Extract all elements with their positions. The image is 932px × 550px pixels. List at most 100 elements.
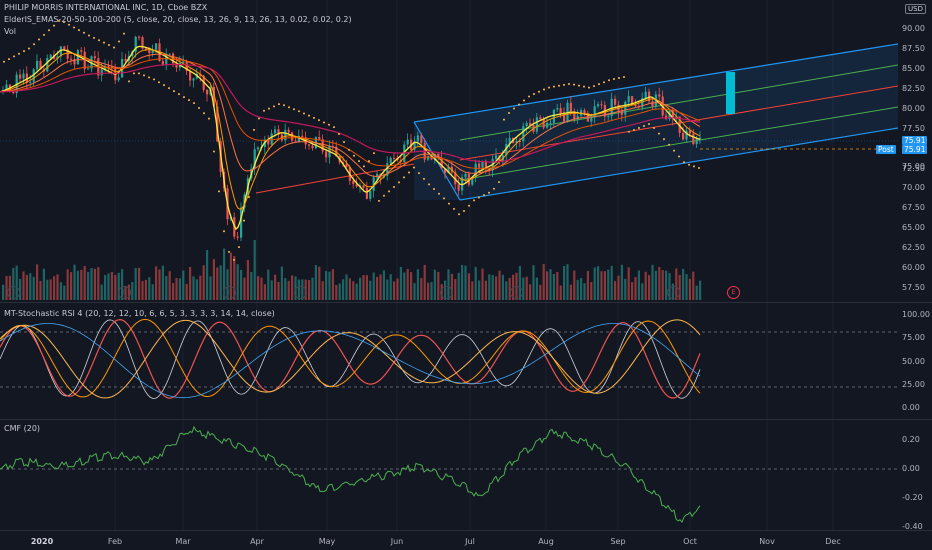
volume-bar <box>331 269 334 300</box>
chart-title[interactable]: PHILIP MORRIS INTERNATIONAL INC, 1D, Cbo… <box>4 3 208 12</box>
earnings-marker[interactable]: E <box>118 286 131 299</box>
sar-dot <box>253 128 255 131</box>
sar-dot <box>483 194 485 197</box>
candle-body <box>141 37 144 49</box>
volume-bar <box>39 280 42 300</box>
sar-dot <box>363 165 365 168</box>
sar-dot <box>13 55 15 58</box>
stoch-rsi-legend[interactable]: MT-Stochastic RSI 4 (20, 12, 12, 10, 6, … <box>4 309 275 318</box>
volume-bar <box>206 250 209 300</box>
candle-body <box>644 91 647 99</box>
volume-bar <box>104 275 107 300</box>
earnings-marker[interactable]: E <box>667 286 680 299</box>
candle-body <box>542 119 545 128</box>
pane-separator[interactable] <box>0 302 932 303</box>
candle-body <box>22 73 25 79</box>
volume-bar <box>161 265 164 300</box>
main-chart-pane[interactable]: PHILIP MORRIS INTERNATIONAL INC, 1D, Cbo… <box>0 0 898 302</box>
volume-bar <box>654 270 657 300</box>
sar-dot <box>318 119 320 122</box>
sar-dot <box>308 114 310 117</box>
sar-dot <box>653 127 655 130</box>
candle-body <box>569 102 572 112</box>
volume-bar <box>131 281 134 300</box>
price-tick: 67.50 <box>902 203 925 212</box>
candle-body <box>151 49 154 54</box>
price-tick: 70.00 <box>902 183 925 192</box>
sar-dot <box>68 23 70 26</box>
earnings-marker[interactable]: E <box>294 286 307 299</box>
main-grid <box>114 0 834 302</box>
volume-bar <box>573 270 576 300</box>
earnings-marker[interactable]: E <box>510 286 523 299</box>
sar-dot <box>203 112 205 115</box>
volume-bar <box>53 276 56 300</box>
candle-body <box>559 108 562 114</box>
volume-bar <box>338 283 341 300</box>
candle-body <box>495 155 498 159</box>
sar-dot <box>668 143 670 146</box>
candle-body <box>634 105 637 107</box>
sar-dot <box>388 190 390 193</box>
volume-bar <box>172 282 175 300</box>
volume-bar <box>240 269 243 300</box>
earnings-marker[interactable]: E <box>440 286 453 299</box>
candle-body <box>430 155 433 160</box>
volume-bar <box>549 269 552 300</box>
candle-body <box>549 122 552 124</box>
stoch-rsi-pane[interactable]: MT-Stochastic RSI 4 (20, 12, 12, 10, 6, … <box>0 303 898 419</box>
sar-dot <box>423 177 425 180</box>
cmf-line <box>0 425 701 524</box>
sar-dot <box>88 34 90 37</box>
volume-bar <box>403 272 406 300</box>
time-tick: Apr <box>250 537 264 546</box>
sar-dot <box>493 187 495 190</box>
volume-bar <box>42 268 45 300</box>
candle-body <box>110 66 113 68</box>
volume-bar <box>352 281 355 300</box>
stoch-tick: 0.00 <box>902 403 920 412</box>
sar-dot <box>433 188 435 191</box>
volume-bar <box>63 285 66 300</box>
sar-dot <box>503 118 505 121</box>
cmf-legend[interactable]: CMF (20) <box>4 424 41 433</box>
cmf-axis[interactable]: 0.20 0.00 -0.20 -0.40 <box>898 420 932 531</box>
volume-legend[interactable]: Vol <box>4 27 16 36</box>
sar-dot <box>488 191 490 194</box>
upcoming-earnings-marker[interactable]: E <box>727 286 740 299</box>
sar-dot <box>28 47 30 50</box>
currency-badge[interactable]: USD <box>905 4 926 14</box>
pane-separator[interactable] <box>0 419 932 420</box>
sar-dot <box>18 52 20 55</box>
volume-bar <box>325 271 328 300</box>
volume-bar <box>396 278 399 300</box>
earnings-marker[interactable]: E <box>223 286 236 299</box>
volume-bar <box>665 270 668 300</box>
indicator-legend[interactable]: ElderIS_EMAS-20-50-100-200 (5, close, 20… <box>4 15 352 24</box>
volume-bar <box>542 264 545 300</box>
earnings-marker[interactable]: E <box>7 286 20 299</box>
sar-dot <box>393 185 395 188</box>
volume-bar <box>464 265 467 300</box>
time-tick: Feb <box>107 537 123 546</box>
sar-dot <box>103 41 105 44</box>
cmf-canvas <box>0 420 898 530</box>
candle-body <box>481 160 484 168</box>
sar-dot <box>278 103 280 106</box>
sar-dot <box>573 83 575 86</box>
volume-bar <box>437 271 440 300</box>
post-market-price-tag: 75.91 <box>902 145 928 154</box>
volume-bar <box>481 268 484 300</box>
channel-lower-fill <box>414 86 898 200</box>
candle-body <box>427 155 430 160</box>
volume-bar <box>87 271 90 300</box>
volume-bar <box>253 240 256 300</box>
regression-channel[interactable] <box>255 43 898 201</box>
cmf-pane[interactable]: CMF (20) <box>0 420 898 530</box>
candle-body <box>253 149 256 169</box>
sar-dot <box>498 181 500 184</box>
sar-dot <box>73 26 75 29</box>
stoch-axis[interactable]: 100.00 75.00 50.00 25.00 0.00 <box>898 303 932 419</box>
volume-bar <box>2 284 5 300</box>
volume-bar <box>73 264 76 300</box>
